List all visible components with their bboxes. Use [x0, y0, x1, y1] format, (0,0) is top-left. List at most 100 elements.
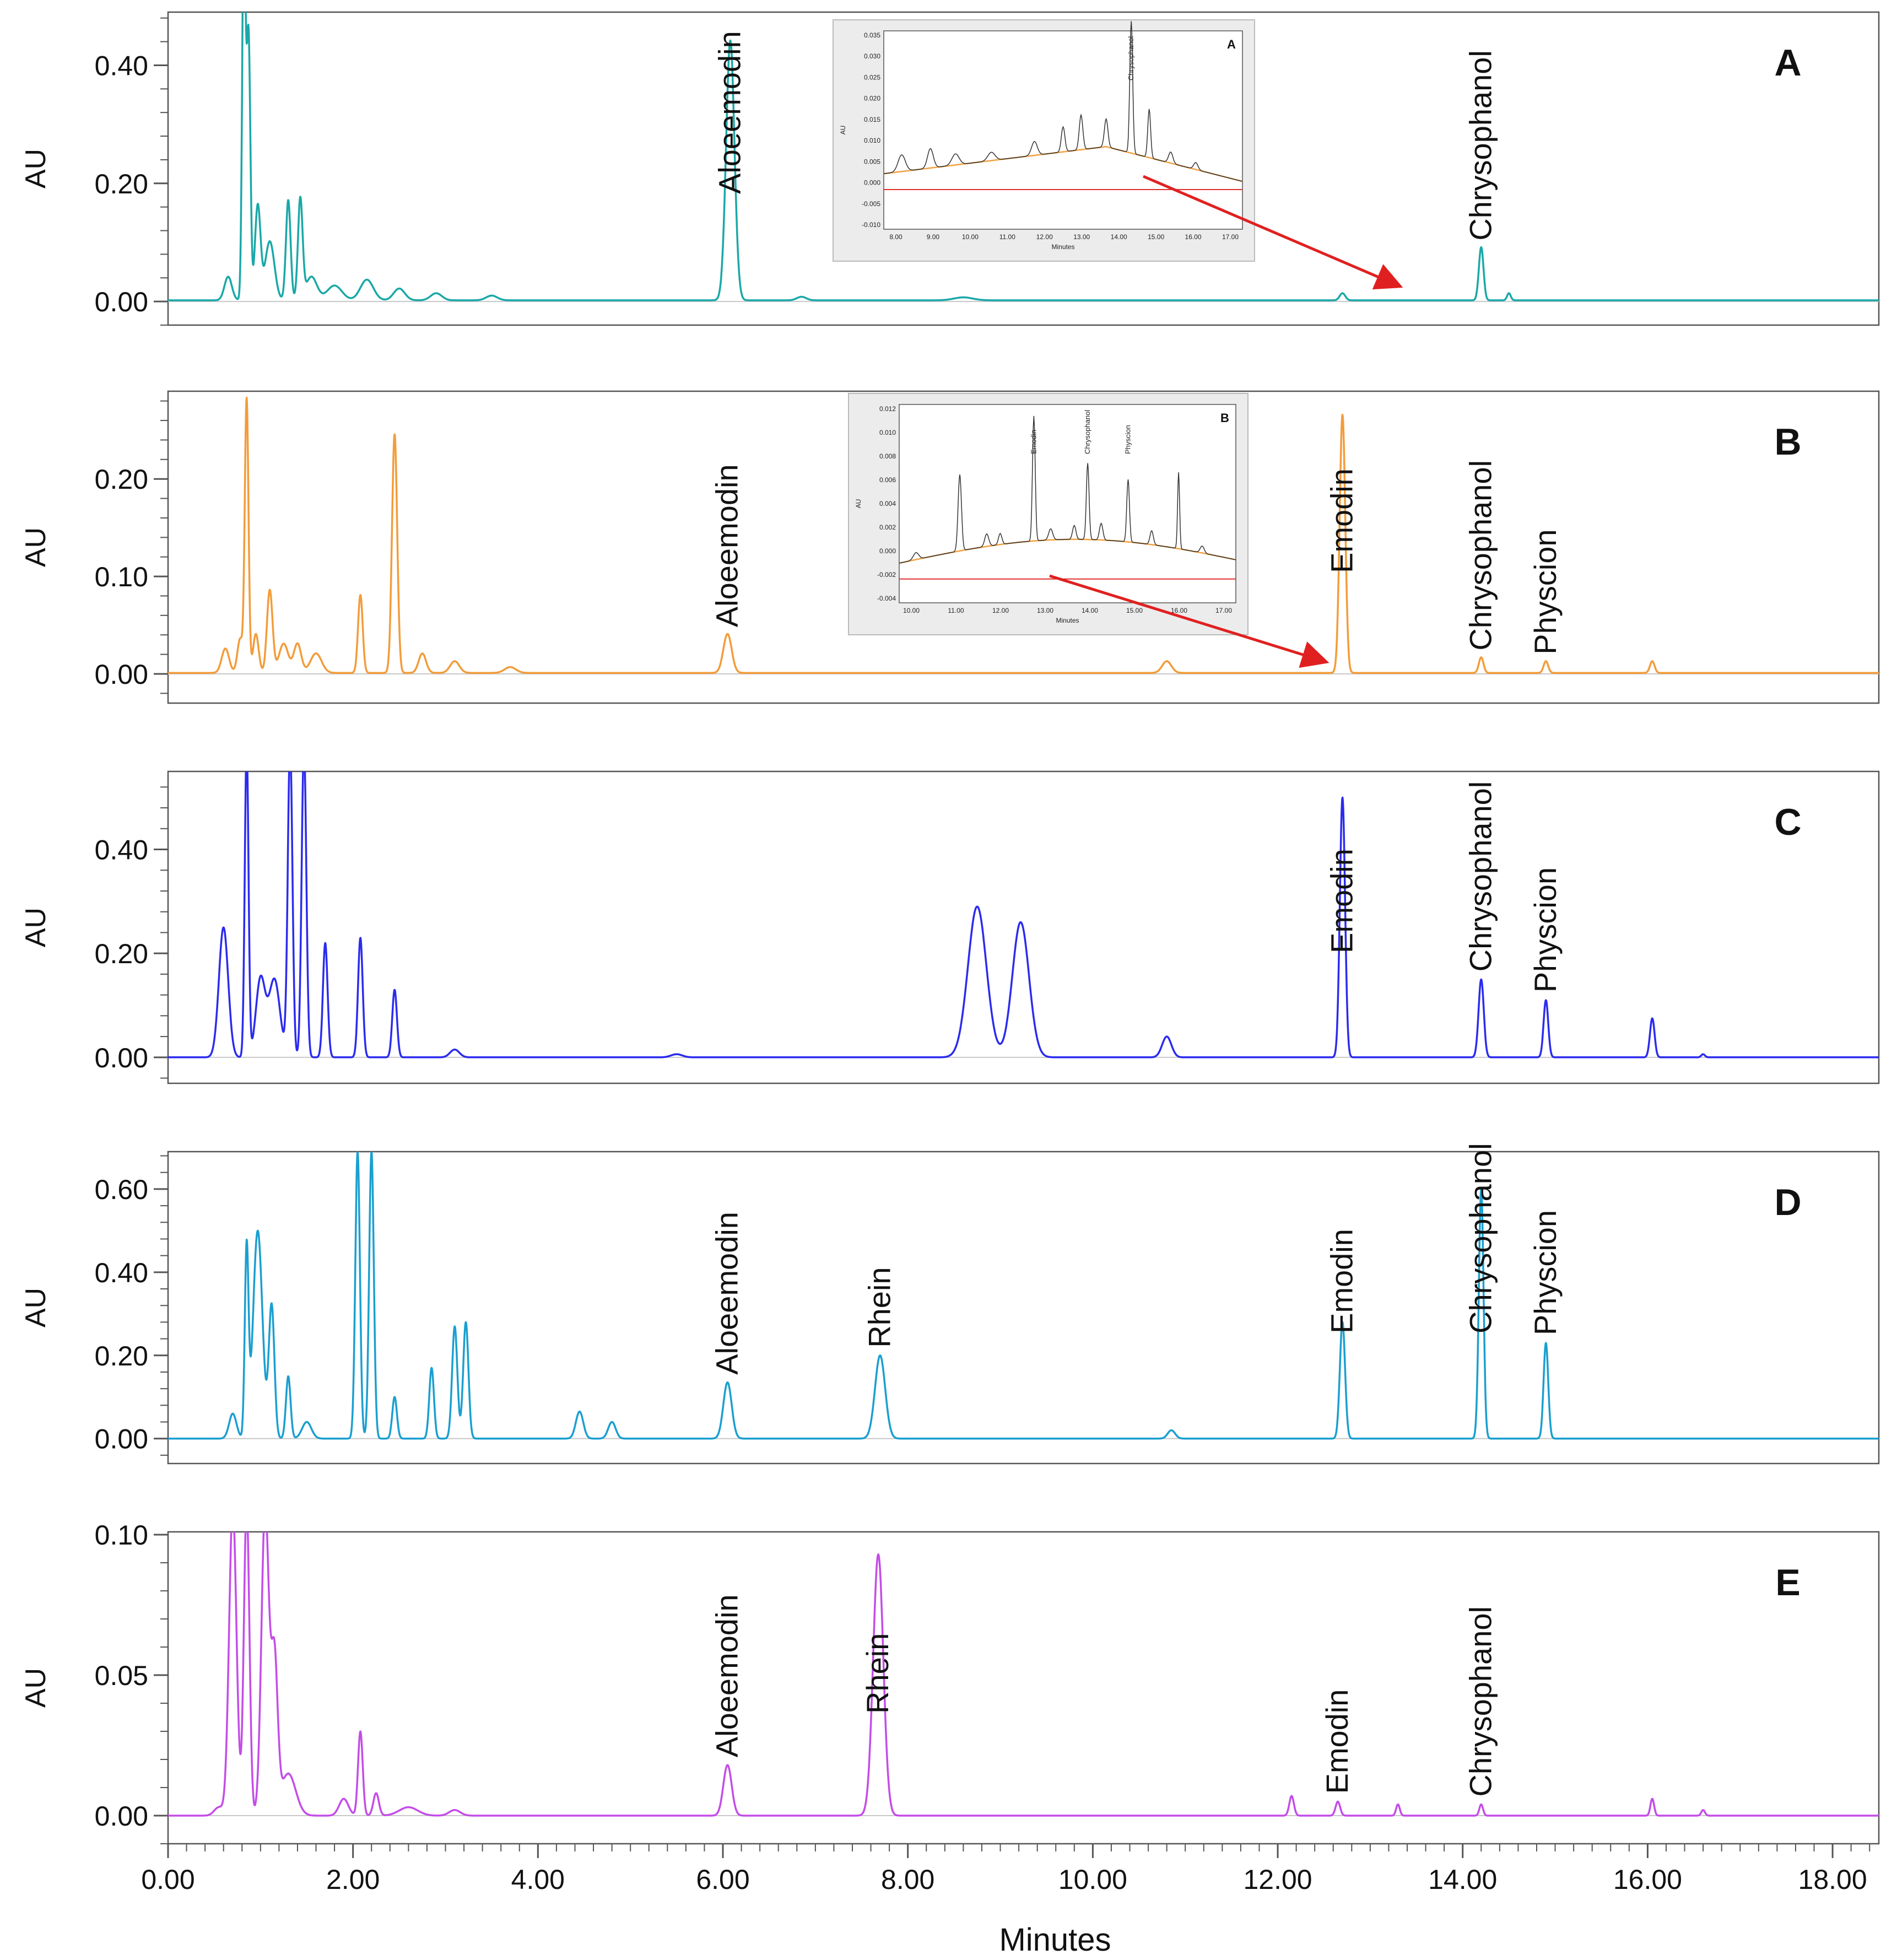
inset-peak-label: Chrysophanol — [1083, 410, 1091, 454]
y-axis-title: AU — [20, 1668, 52, 1708]
inset-y-tick-label: -0.005 — [862, 200, 880, 208]
inset-x-axis-title: Minutes — [1056, 617, 1079, 624]
inset-y-axis-title: AU — [855, 499, 862, 509]
y-tick-label: 0.40 — [95, 835, 148, 866]
inset-x-tick-label: 11.00 — [948, 607, 964, 614]
chromatogram-trace — [168, 12, 1879, 301]
inset-x-tick-label: 10.00 — [903, 607, 920, 614]
inset-x-tick-label: 12.00 — [1036, 233, 1053, 241]
peak-label-rhein: Rhein — [860, 1633, 895, 1714]
inset-y-tick-label: 0.005 — [864, 158, 880, 165]
plot-frame — [167, 11, 1880, 326]
inset-x-tick-label: 16.00 — [1185, 233, 1202, 241]
panel-d: 0.00 0.20 0.40 0.60 AU Aloeemodin Rhein Emodin C… — [20, 1143, 1880, 1465]
y-tick-label: 0.10 — [95, 1520, 148, 1551]
peak-label-emodin: Emodin — [1320, 1689, 1354, 1794]
panel-letter: E — [1775, 1562, 1800, 1603]
chromatogram-trace — [168, 1152, 1879, 1440]
plot-frame — [167, 1151, 1880, 1465]
chromatogram-trace — [168, 771, 1879, 1059]
peak-label-aloeemodin: Aloeemodin — [712, 31, 747, 194]
plot-frame — [167, 390, 1880, 704]
y-tick-label: 0.00 — [95, 1424, 148, 1455]
panel-letter: C — [1774, 801, 1801, 843]
inset-letter: A — [1227, 37, 1236, 51]
inset-x-tick-label: 11.00 — [999, 233, 1015, 241]
peak-label-chrysophanol: Chrysophanol — [1463, 1606, 1498, 1797]
y-tick-label: 0.00 — [95, 1043, 148, 1073]
peak-label-aloeemodin: Aloeemodin — [709, 1212, 744, 1375]
peak-label-chrysophanol: Chrysophanol — [1463, 50, 1498, 241]
inset-y-tick-label: 0.015 — [864, 116, 880, 123]
inset-x-tick-label: 13.00 — [1073, 233, 1090, 241]
inset-x-tick-label: 8.00 — [889, 233, 902, 241]
panel-letter: B — [1774, 421, 1801, 463]
inset-y-tick-label: 0.006 — [879, 476, 896, 484]
plot-frame — [167, 1531, 1880, 1845]
inset-x-tick-label: 17.00 — [1222, 233, 1239, 241]
inset-y-tick-label: -0.002 — [877, 571, 896, 579]
y-tick-label: 0.20 — [95, 938, 148, 969]
inset-y-tick-label: 0.010 — [879, 429, 896, 436]
peak-label-aloeemodin: Aloeemodin — [709, 464, 744, 627]
inset-y-tick-label: 0.012 — [879, 405, 896, 413]
x-tick-label: 16.00 — [1613, 1864, 1682, 1895]
inset-letter: B — [1220, 411, 1229, 425]
inset-y-tick-label: 0.004 — [879, 500, 896, 507]
panel-b: 0.00 0.10 0.20 AU Aloeemodin Emodin Chrysophan… — [20, 390, 1880, 704]
x-tick-label: 18.00 — [1798, 1864, 1867, 1895]
inset-plot-frame — [883, 30, 1243, 230]
peak-label-chrysophanol: Chrysophanol — [1463, 1143, 1498, 1333]
inset-b: 0.012 0.010 0.008 0.006 0.004 0.002 0.000 -0.00… — [848, 393, 1329, 668]
panel-letter: A — [1774, 42, 1801, 84]
inset-y-tick-label: -0.010 — [862, 221, 880, 229]
y-tick-label: 0.20 — [95, 169, 148, 199]
x-tick-label: 10.00 — [1058, 1864, 1127, 1895]
inset-x-axis-title: Minutes — [1051, 243, 1074, 251]
peak-label-chrysophanol: Chrysophanol — [1463, 781, 1498, 972]
inset-y-axis-title: AU — [839, 126, 847, 135]
panel-letter: D — [1774, 1181, 1801, 1223]
x-tick-label: 12.00 — [1243, 1864, 1312, 1895]
inset-x-tick-label: 17.00 — [1215, 607, 1232, 614]
inset-x-tick-label: 14.00 — [1082, 607, 1098, 614]
inset-x-tick-label: 15.00 — [1148, 233, 1164, 241]
inset-peak-label: Physcion — [1123, 425, 1132, 454]
y-tick-label: 0.40 — [95, 50, 148, 81]
inset-y-tick-label: 0.030 — [864, 52, 880, 60]
y-tick-label: 0.05 — [95, 1660, 148, 1691]
x-tick-label: 4.00 — [511, 1864, 565, 1895]
inset-peak-label: Chrysophanol — [1127, 36, 1135, 80]
inset-y-tick-label: 0.010 — [864, 137, 880, 144]
peak-label-aloeemodin: Aloeemodin — [709, 1594, 744, 1757]
inset-x-tick-label: 13.00 — [1037, 607, 1053, 614]
y-axis-title: AU — [20, 149, 52, 188]
inset-x-tick-label: 14.00 — [1111, 233, 1127, 241]
inset-x-tick-label: 10.00 — [962, 233, 979, 241]
y-axis-title: AU — [20, 1288, 52, 1327]
inset-trace — [883, 21, 1243, 182]
peak-label-rhein: Rhein — [862, 1267, 896, 1347]
x-tick-label: 6.00 — [696, 1864, 749, 1895]
inset-trace — [899, 415, 1236, 564]
panel-e: 0.00 0.05 0.10 AU Aloeemodin Rhein Emodin Chrys… — [20, 1520, 1880, 1845]
peak-label-emodin: Emodin — [1325, 1229, 1359, 1333]
y-tick-label: 0.20 — [95, 464, 148, 495]
peak-label-emodin: Emodin — [1325, 468, 1359, 573]
y-tick-label: 0.60 — [95, 1174, 148, 1205]
peak-label-physcion: Physcion — [1528, 867, 1563, 992]
inset-x-tick-label: 15.00 — [1126, 607, 1143, 614]
zoom-arrow — [1143, 175, 1403, 290]
shared-x-axis: 0.00 2.00 4.00 6.00 8.00 10.00 12.00 14.00 16.00… — [141, 1844, 1871, 1895]
chromatogram-trace — [168, 396, 1879, 674]
inset-y-tick-label: 0.002 — [879, 523, 896, 531]
inset-x-tick-label: 16.00 — [1171, 607, 1187, 614]
x-tick-label: 14.00 — [1428, 1864, 1497, 1895]
inset-y-tick-label: 0.025 — [864, 73, 880, 81]
inset-plot-frame — [899, 404, 1236, 603]
inset-y-tick-label: 0.008 — [879, 452, 896, 460]
y-axis-title: AU — [20, 908, 52, 947]
panel-c: 0.00 0.20 0.40 AU Emodin Chrysophanol Physcion… — [20, 770, 1880, 1084]
